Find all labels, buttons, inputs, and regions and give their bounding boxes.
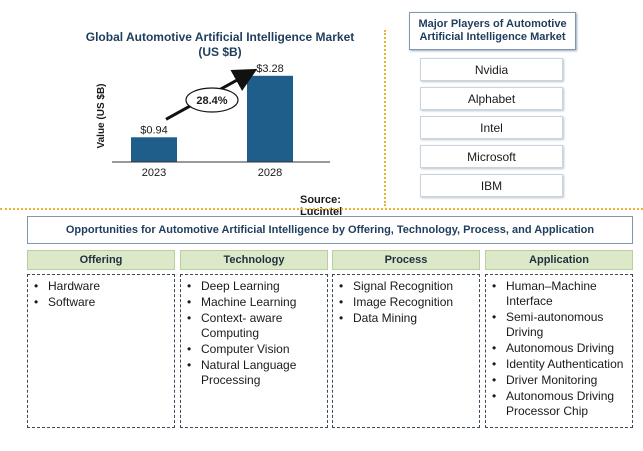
player-item: Microsoft bbox=[420, 145, 563, 168]
list-item: Deep Learning bbox=[187, 279, 321, 294]
column-body: HardwareSoftware bbox=[27, 274, 175, 428]
x-tick-label: 2023 bbox=[142, 167, 166, 179]
list-item: Identity Authentication bbox=[492, 357, 626, 372]
list-item: Autonomous Driving bbox=[492, 341, 626, 356]
x-tick-label: 2028 bbox=[258, 167, 282, 179]
list-item: Machine Learning bbox=[187, 295, 321, 310]
list-item: Signal Recognition bbox=[339, 279, 473, 294]
bar-2028 bbox=[247, 75, 293, 162]
list-item: Data Mining bbox=[339, 311, 473, 326]
player-item: IBM bbox=[420, 174, 563, 197]
data-label: $0.94 bbox=[140, 124, 168, 136]
y-axis-label: Value (US $B) bbox=[96, 83, 107, 148]
list-item: Context- aware Computing bbox=[187, 311, 321, 341]
player-item: Nvidia bbox=[420, 58, 563, 81]
list-item: Computer Vision bbox=[187, 342, 321, 357]
list-item: Software bbox=[34, 295, 168, 310]
list-item: Autonomous Driving Processor Chip bbox=[492, 389, 626, 419]
column-header: Technology bbox=[180, 250, 328, 270]
cagr-label: 28.4% bbox=[196, 95, 227, 107]
players-list: Nvidia Alphabet Intel Microsoft IBM bbox=[420, 58, 563, 203]
market-chart: Global Automotive Artificial Intelligenc… bbox=[0, 0, 380, 218]
vertical-divider bbox=[384, 30, 386, 206]
column-header: Application bbox=[485, 250, 633, 270]
data-label: $3.28 bbox=[256, 63, 284, 75]
bar-chart-svg: Value (US $B) $0.94 2023 $3.28 2028 28.4% bbox=[96, 63, 330, 179]
column-body: Deep LearningMachine LearningContext- aw… bbox=[180, 274, 328, 428]
player-item: Intel bbox=[420, 116, 563, 139]
list-item: Semi-autonomous Driving bbox=[492, 310, 626, 340]
list-item: Image Recognition bbox=[339, 295, 473, 310]
source-label: Source: Lucintel bbox=[300, 194, 343, 218]
column-header: Process bbox=[332, 250, 480, 270]
column-header: Offering bbox=[27, 250, 175, 270]
list-item: Human–Machine Interface bbox=[492, 279, 626, 309]
list-item: Natural Language Processing bbox=[187, 358, 321, 388]
column-application: Application Human–Machine InterfaceSemi-… bbox=[485, 250, 633, 428]
horizontal-divider bbox=[0, 208, 643, 210]
column-offering: Offering HardwareSoftware bbox=[27, 250, 175, 428]
player-item: Alphabet bbox=[420, 87, 563, 110]
column-technology: Technology Deep LearningMachine Learning… bbox=[180, 250, 328, 428]
chart-title: Global Automotive Artificial Intelligenc… bbox=[85, 30, 355, 59]
column-process: Process Signal RecognitionImage Recognit… bbox=[332, 250, 480, 428]
list-item: Driver Monitoring bbox=[492, 373, 626, 388]
column-body: Human–Machine InterfaceSemi-autonomous D… bbox=[485, 274, 633, 428]
cagr-ellipse bbox=[185, 87, 239, 113]
list-item: Hardware bbox=[34, 279, 168, 294]
column-body: Signal RecognitionImage RecognitionData … bbox=[332, 274, 480, 428]
players-title: Major Players of Automotive Artificial I… bbox=[409, 12, 576, 50]
bar-2023 bbox=[131, 137, 177, 162]
opportunities-title: Opportunities for Automotive Artificial … bbox=[27, 216, 633, 244]
